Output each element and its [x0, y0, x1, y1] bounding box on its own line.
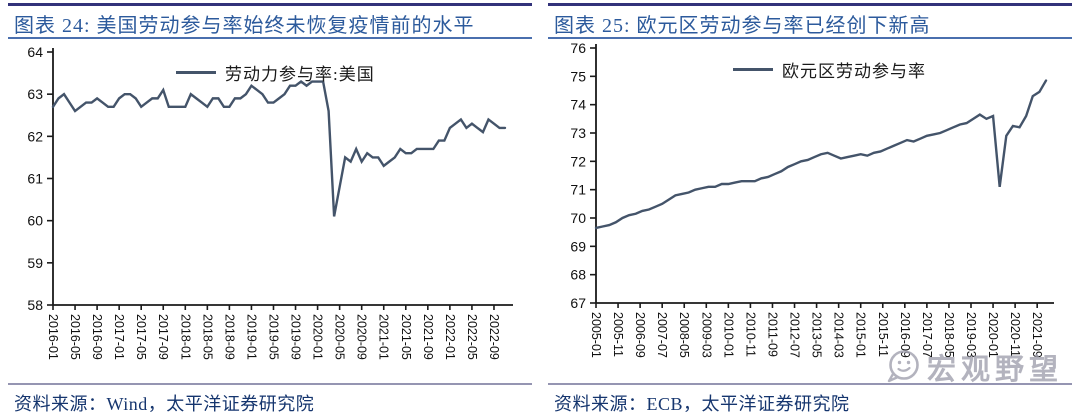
x-axis-label: 2022-09 [487, 314, 501, 360]
x-axis-label: 2012-07 [788, 312, 802, 358]
x-axis-label: 2020-11 [1008, 312, 1022, 357]
source-row-eurozone: 资料来源：ECB，太平洋证券研究院 [548, 383, 1072, 417]
x-axis-label: 2021-01 [377, 314, 391, 360]
x-axis-label: 2020-01 [311, 314, 325, 360]
legend-label: 欧元区劳动参与率 [782, 62, 926, 81]
x-axis-label: 2016-01 [46, 314, 60, 360]
y-axis-label: 75 [570, 68, 586, 84]
y-axis-label: 73 [570, 125, 586, 141]
x-axis-label: 2015-01 [854, 312, 868, 358]
source-row-us: 资料来源：Wind，太平洋证券研究院 [8, 383, 532, 417]
x-axis-label: 2015-11 [876, 312, 890, 357]
x-axis-label: 2017-07 [920, 312, 934, 358]
x-axis-label: 2007-07 [655, 312, 669, 358]
x-axis-label: 2018-05 [942, 312, 956, 358]
y-axis-label: 61 [27, 171, 43, 187]
legend-line-swatch [733, 68, 773, 71]
y-axis-label: 63 [27, 86, 43, 102]
x-axis-label: 2020-09 [355, 314, 369, 360]
x-axis-label: 2018-05 [200, 314, 214, 360]
legend-eurozone: 欧元区劳动参与率 [733, 57, 926, 82]
y-axis-label: 70 [570, 210, 586, 226]
y-axis-label: 74 [570, 97, 586, 113]
y-axis-label: 76 [570, 40, 586, 56]
legend-us: 劳动力参与率:美国 [176, 60, 375, 85]
x-axis-label: 2014-03 [832, 312, 846, 358]
y-axis-label: 59 [27, 255, 43, 271]
source-text: 资料来源：Wind，太平洋证券研究院 [14, 394, 315, 414]
legend-line-swatch [176, 71, 216, 74]
x-axis-label: 2016-09 [898, 312, 912, 358]
x-axis-label: 2021-09 [1030, 312, 1044, 358]
chart-panel-us: 图表 24: 美国劳动参与率始终未恢复疫情前的水平 58 59 60 61 62 63 64… [8, 0, 532, 417]
title-underline [8, 37, 532, 39]
x-axis-label: 2017-01 [112, 314, 126, 360]
y-axis-label: 58 [27, 297, 43, 313]
x-axis-label: 2019-01 [244, 314, 258, 360]
y-axis-label: 62 [27, 128, 43, 144]
x-axis-label: 2019-03 [964, 312, 978, 358]
y-axis-label: 68 [570, 267, 586, 283]
y-axis-label: 60 [27, 213, 43, 229]
chart-panel-eurozone: 图表 25: 欧元区劳动参与率已经创下新高 67 68 69 70 71 72 73 74 75… [548, 0, 1072, 417]
y-axis-label: 67 [570, 295, 586, 311]
x-axis-label: 2022-01 [443, 314, 457, 360]
x-axis-label: 2021-05 [399, 314, 413, 360]
y-axis-label: 72 [570, 153, 586, 169]
x-axis-label: 2018-01 [178, 314, 192, 360]
x-axis-label: 2017-09 [156, 314, 170, 360]
x-axis-label: 2019-05 [266, 314, 280, 360]
eurozone-line-chart: 67 68 69 70 71 72 73 74 75 76 2005-01 2005-11 2006-0… [548, 40, 1072, 382]
y-axis-label: 71 [570, 182, 586, 198]
x-axis-label: 2017-05 [134, 314, 148, 360]
eurozone-line-chart-svg: 67 68 69 70 71 72 73 74 75 76 2005-01 2005-11 2006-0… [570, 40, 1054, 358]
us-line-chart-svg: 58 59 60 61 62 63 64 2016-01 2016-05 2016-09 2017-… [27, 44, 513, 360]
x-axis-label: 2020-01 [986, 312, 1000, 358]
x-axis-label: 2013-05 [810, 312, 824, 358]
us-line-chart: 58 59 60 61 62 63 64 2016-01 2016-05 2016-09 2017-… [8, 40, 532, 382]
series-line [51, 80, 507, 217]
y-axis-label: 69 [570, 238, 586, 254]
x-axis-label: 2005-11 [611, 312, 625, 357]
x-axis-label: 2006-09 [633, 312, 647, 358]
x-axis-label: 2021-09 [421, 314, 435, 360]
x-axis-label: 2008-05 [677, 312, 691, 358]
x-axis-label: 2011-09 [765, 312, 779, 357]
chart-title-eurozone: 图表 25: 欧元区劳动参与率已经创下新高 [554, 15, 931, 37]
y-axis-label: 64 [27, 44, 43, 60]
title-underline [548, 37, 1072, 39]
x-axis-label: 2019-09 [289, 314, 303, 360]
panel-top-border [548, 3, 1072, 6]
x-axis-label: 2020-05 [333, 314, 347, 360]
x-axis-label: 2016-09 [90, 314, 104, 360]
x-axis-label: 2016-05 [68, 314, 82, 360]
chart-title-us: 图表 24: 美国劳动参与率始终未恢复疫情前的水平 [14, 15, 475, 37]
panel-top-border [8, 3, 532, 6]
x-axis-label: 2018-09 [222, 314, 236, 360]
x-axis-label: 2010-11 [743, 312, 757, 357]
x-axis-label: 2009-03 [699, 312, 713, 358]
source-text: 资料来源：ECB，太平洋证券研究院 [554, 394, 850, 414]
legend-label: 劳动力参与率:美国 [225, 65, 375, 84]
x-axis-label: 2010-01 [721, 312, 735, 358]
x-axis-label: 2005-01 [589, 312, 603, 358]
x-axis-label: 2022-05 [465, 314, 479, 360]
series-line [594, 79, 1048, 230]
